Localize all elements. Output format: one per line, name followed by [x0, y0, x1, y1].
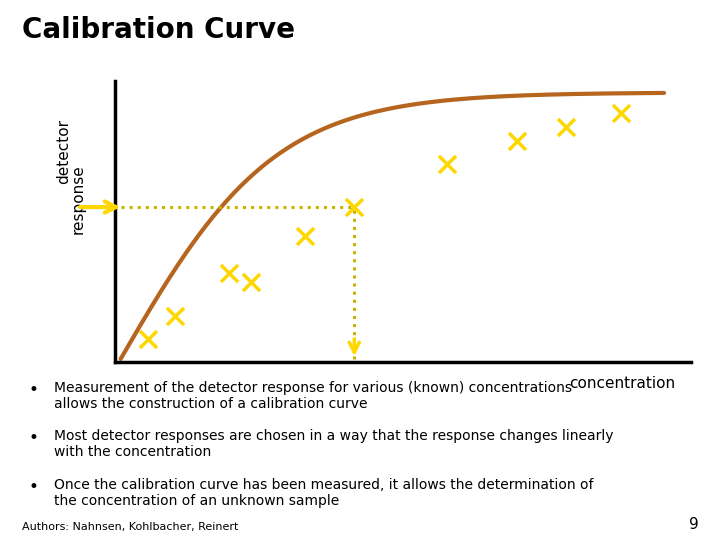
- Point: [348, 202, 360, 211]
- Point: [246, 277, 257, 286]
- Point: [169, 312, 181, 320]
- Point: [300, 232, 311, 240]
- Text: Most detector responses are chosen in a way that the response changes linearly
w: Most detector responses are chosen in a …: [54, 429, 613, 460]
- Point: [223, 269, 235, 278]
- Point: [511, 137, 523, 145]
- Point: [560, 123, 572, 131]
- Text: •: •: [29, 429, 39, 447]
- Text: Authors: Nahnsen, Kohlbacher, Reinert: Authors: Nahnsen, Kohlbacher, Reinert: [22, 522, 238, 532]
- Point: [142, 335, 153, 343]
- Point: [441, 160, 452, 168]
- Text: Once the calibration curve has been measured, it allows the determination of
the: Once the calibration curve has been meas…: [54, 478, 593, 508]
- Point: [615, 108, 626, 117]
- Text: 9: 9: [688, 517, 698, 532]
- Text: response: response: [71, 164, 85, 234]
- Text: detector: detector: [56, 119, 71, 184]
- Text: concentration: concentration: [569, 376, 675, 391]
- Text: Measurement of the detector response for various (known) concentrations
allows t: Measurement of the detector response for…: [54, 381, 572, 411]
- Text: Calibration Curve: Calibration Curve: [22, 16, 294, 44]
- Text: •: •: [29, 381, 39, 399]
- Text: •: •: [29, 478, 39, 496]
